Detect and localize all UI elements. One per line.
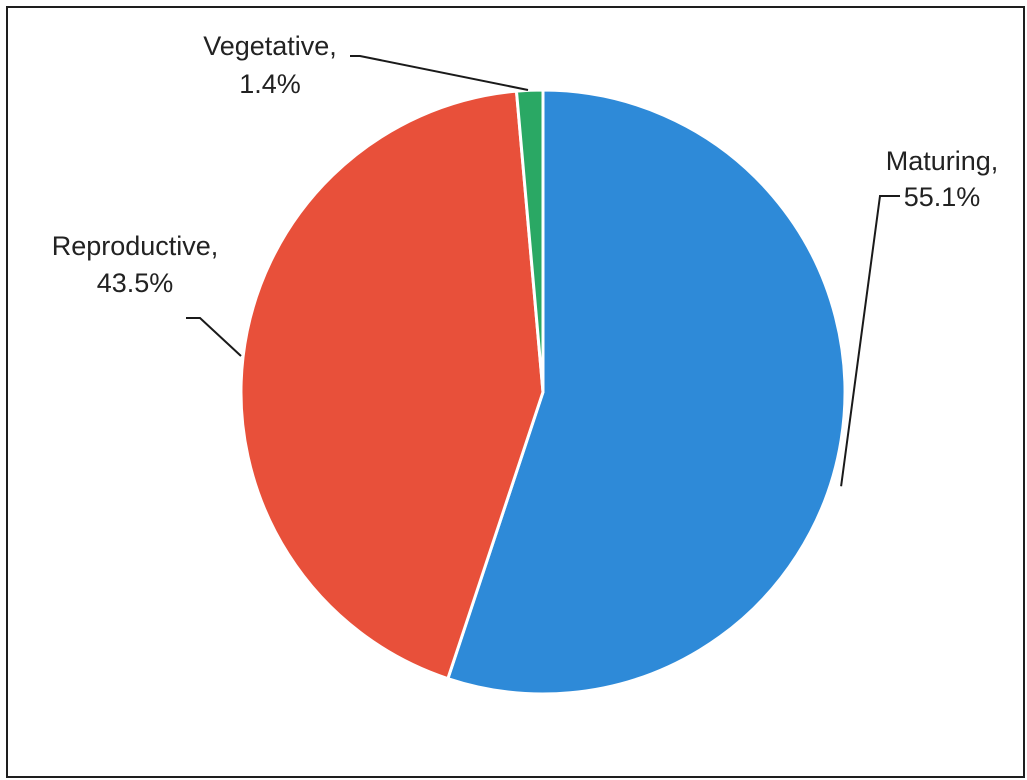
pie-slices [239,88,847,696]
leader-line-reproductive [186,317,242,357]
data-label-reproductive-category: Reproductive, [52,231,219,261]
data-labels: Maturing, 55.1% Reproductive, 43.5% Vegetati… [52,31,999,298]
pie-slice-vegetative [514,88,545,394]
data-label-vegetative-value: 1.4% [239,69,301,99]
pie-slice-reproductive [239,89,545,681]
pie-slice-maturing [446,88,847,696]
data-label-maturing-value: 55.1% [904,182,981,212]
data-label-vegetative-category: Vegetative, [203,31,337,61]
leader-lines [186,55,900,487]
data-label-maturing-category: Maturing, [886,146,999,176]
data-label-reproductive-value: 43.5% [97,268,174,298]
leader-line-maturing [840,195,900,487]
leader-line-vegetative [350,55,529,91]
